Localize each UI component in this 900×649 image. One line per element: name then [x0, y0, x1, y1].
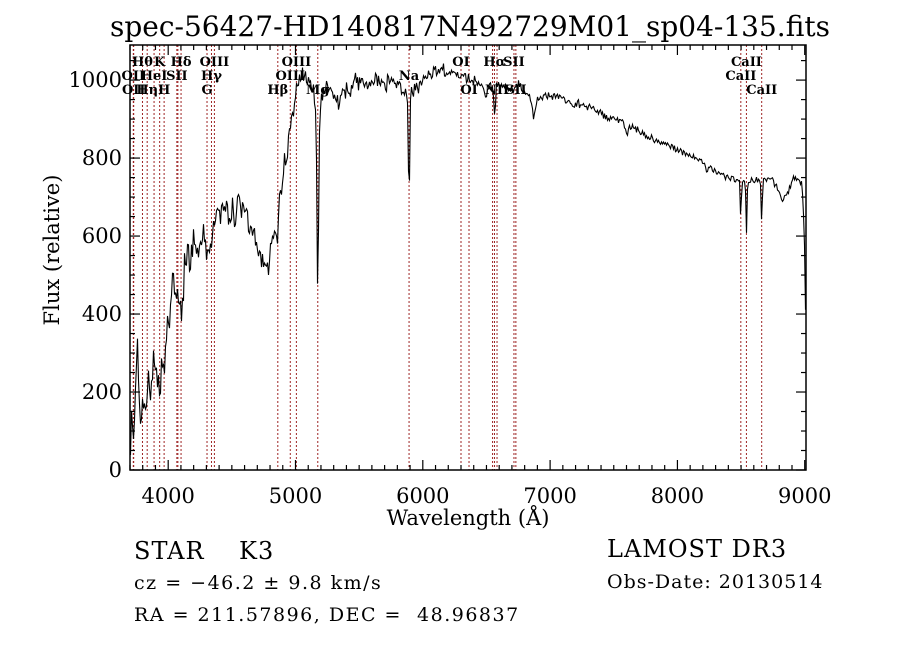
- spectral-line-label: Hγ: [201, 69, 222, 84]
- spectrum-trace: [129, 63, 807, 456]
- x-tick-label: 4000: [141, 484, 194, 508]
- spectral-line-label: CaII: [725, 69, 756, 84]
- spectral-line-label: OIII: [282, 55, 312, 70]
- spectral-line-label: SII: [166, 69, 188, 84]
- spectral-line-label: SII: [503, 55, 525, 70]
- plot-title: spec-56427-HD140817N492729M01_sp04-135.f…: [109, 10, 830, 43]
- y-tick-label: 0: [109, 458, 122, 482]
- spectral-line-label: Hθ: [132, 55, 153, 70]
- spectral-line-label: Hη: [136, 83, 158, 98]
- spectral-line-label: G: [201, 83, 212, 98]
- y-tick-label: 1000: [69, 68, 122, 92]
- spectral-line-label: H: [158, 83, 170, 98]
- y-tick-label: 800: [82, 146, 122, 170]
- spectral-line-label: Mg: [306, 83, 329, 98]
- x-tick-label: 8000: [651, 484, 704, 508]
- spectral-line-label: OI: [460, 83, 477, 98]
- y-tick-label: 400: [82, 302, 122, 326]
- spectral-line-label: OIII: [275, 69, 305, 84]
- spectral-line-label: OI: [452, 55, 469, 70]
- x-tick-label: 9000: [778, 484, 831, 508]
- x-tick-label: 7000: [523, 484, 576, 508]
- spectral-line-label: Hα: [483, 55, 505, 70]
- spectral-line-label: OII: [122, 83, 146, 98]
- y-axis-label: Flux (relative): [40, 174, 64, 326]
- x-tick-label: 5000: [269, 484, 322, 508]
- spectral-line-label: OIII: [200, 55, 230, 70]
- spectral-line-label: K: [154, 55, 166, 70]
- spectral-line-label: CaII: [746, 83, 777, 98]
- y-tick-label: 600: [82, 224, 122, 248]
- ra-dec-text: RA = 211.57896, DEC = 48.96837: [134, 604, 520, 626]
- obs-date-text: Obs-Date: 20130514: [607, 571, 824, 593]
- x-axis-label: Wavelength (Å): [386, 506, 550, 530]
- spectral-line-label: HeI: [141, 69, 168, 84]
- spectral-line-label: Hδ: [171, 55, 192, 70]
- spectral-line-label: CaII: [731, 55, 762, 70]
- radial-velocity-text: cz = −46.2 ± 9.8 km/s: [134, 572, 383, 594]
- spectral-line-label: Hβ: [267, 83, 288, 98]
- classification-text: STAR K3: [134, 537, 275, 565]
- spectral-line-label: Na: [399, 69, 420, 84]
- y-tick-label: 200: [82, 380, 122, 404]
- x-tick-label: 6000: [396, 484, 449, 508]
- survey-release-text: LAMOST DR3: [607, 535, 788, 563]
- plot-frame: [129, 44, 807, 471]
